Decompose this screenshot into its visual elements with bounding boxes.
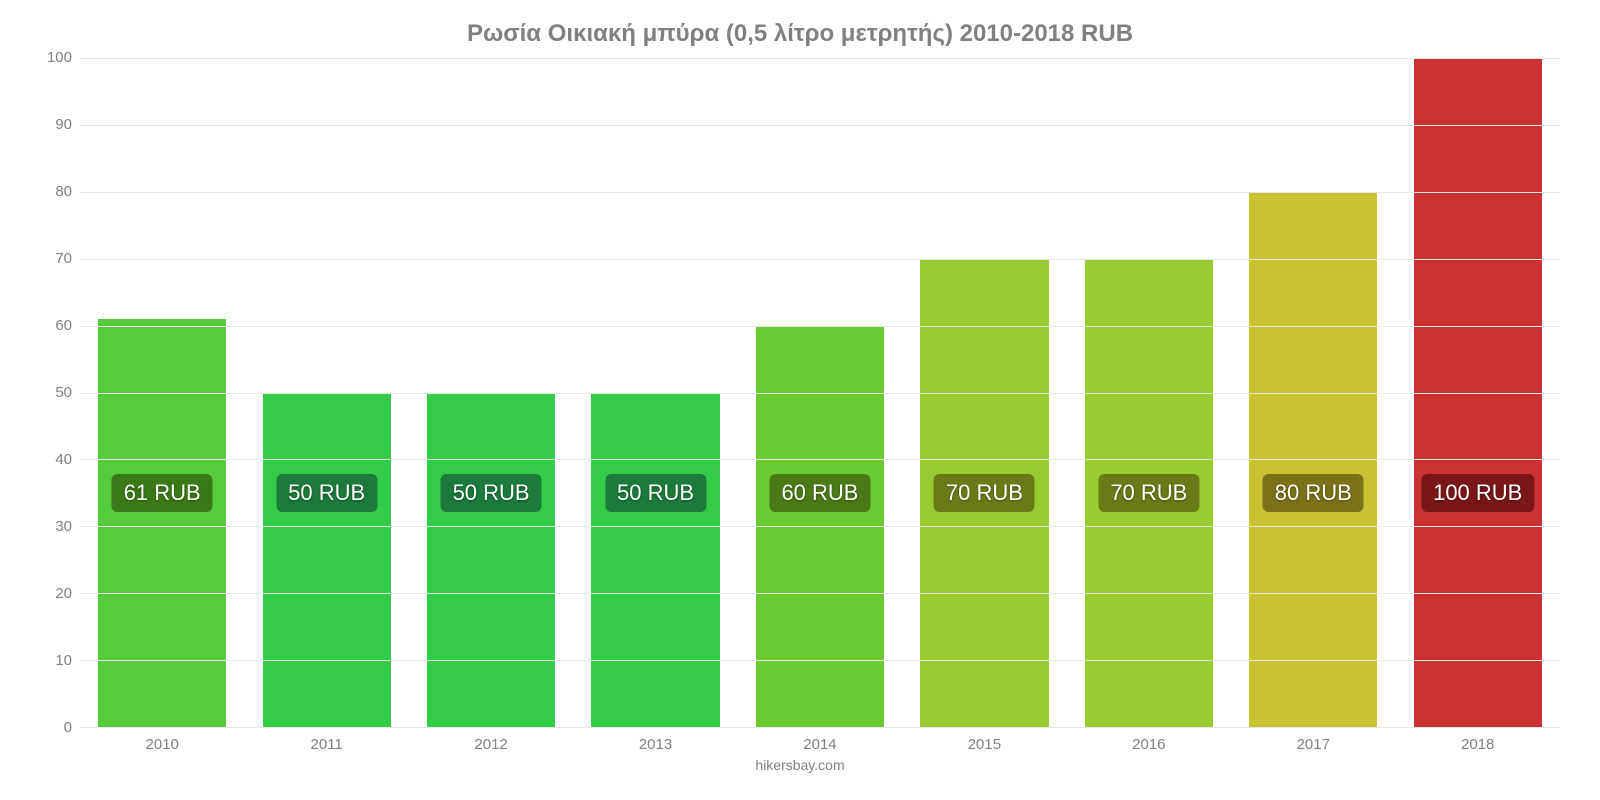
gridline: [80, 393, 1560, 394]
gridline: [80, 125, 1560, 126]
gridline: [80, 660, 1560, 661]
gridline: [80, 459, 1560, 460]
gridline: [80, 727, 1560, 728]
chart-container: Ρωσία Οικιακή μπύρα (0,5 λίτρο μετρητής)…: [0, 0, 1600, 800]
bar: 70 RUB: [920, 259, 1048, 727]
bar: 50 RUB: [263, 393, 391, 728]
bar-value-label: 100 RUB: [1421, 474, 1534, 512]
gridline: [80, 192, 1560, 193]
plot: 1009080706050403020100 61 RUB 50 RUB 50 RU…: [40, 58, 1560, 728]
gridline: [80, 326, 1560, 327]
gridline: [80, 526, 1560, 527]
x-tick: 2011: [244, 728, 408, 753]
y-axis: 1009080706050403020100: [40, 58, 80, 728]
bar-value-label: 70 RUB: [1098, 474, 1199, 512]
x-tick: 2014: [738, 728, 902, 753]
bar-value-label: 50 RUB: [441, 474, 542, 512]
gridline: [80, 259, 1560, 260]
bar-value-label: 60 RUB: [769, 474, 870, 512]
plot-area: 61 RUB 50 RUB 50 RUB 50 RUB 60 RUB 70 RUB 70 R…: [80, 58, 1560, 728]
chart-title: Ρωσία Οικιακή μπύρα (0,5 λίτρο μετρητής)…: [40, 20, 1560, 48]
bar: 50 RUB: [591, 393, 719, 728]
bar-value-label: 50 RUB: [276, 474, 377, 512]
chart-footer: hikersbay.com: [40, 757, 1560, 773]
bar-value-label: 61 RUB: [112, 474, 213, 512]
bar: 50 RUB: [427, 393, 555, 728]
x-tick: 2012: [409, 728, 573, 753]
gridline: [80, 58, 1560, 59]
bar-value-label: 80 RUB: [1263, 474, 1364, 512]
bar: 61 RUB: [98, 319, 226, 727]
x-tick: 2017: [1231, 728, 1395, 753]
x-axis: 201020112012201320142015201620172018: [80, 728, 1560, 753]
x-tick: 2010: [80, 728, 244, 753]
x-tick: 2016: [1067, 728, 1231, 753]
bar: 70 RUB: [1085, 259, 1213, 727]
bar-value-label: 70 RUB: [934, 474, 1035, 512]
bar-value-label: 50 RUB: [605, 474, 706, 512]
x-tick: 2015: [902, 728, 1066, 753]
gridline: [80, 593, 1560, 594]
x-tick: 2013: [573, 728, 737, 753]
x-tick: 2018: [1396, 728, 1560, 753]
